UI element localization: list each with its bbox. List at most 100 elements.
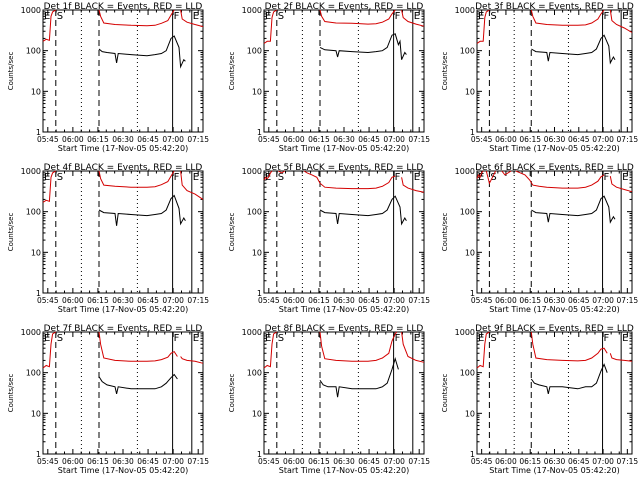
series-events-line (531, 34, 616, 65)
marker-label: F (604, 11, 610, 22)
y-tick-label: 10 (252, 248, 262, 257)
x-tick-label: 07:15 (617, 296, 639, 305)
series-lld-line (180, 356, 204, 364)
x-tick-label: 06:30 (333, 457, 355, 466)
series-events-line (98, 194, 186, 226)
x-tick-label: 06:15 (87, 457, 109, 466)
marker-label: F (174, 333, 180, 344)
panel-det-6: Det 6f BLACK = Events, RED = LLD 1 10 100 10… (441, 163, 638, 314)
marker-label: E (44, 11, 50, 22)
x-tick-label: 06:45 (568, 457, 590, 466)
x-tick-label: 06:00 (495, 296, 517, 305)
marker-label: F (174, 172, 180, 183)
y-tick-label: 1000 (455, 328, 475, 337)
y-tick-label: 1 (470, 289, 475, 298)
y-tick-label: 1 (470, 450, 475, 459)
y-tick-label: 100 (247, 369, 262, 378)
series-lld-line (530, 9, 605, 26)
marker-label: F (395, 172, 401, 183)
marker-label: E (478, 11, 484, 22)
y-tick-label: 1000 (21, 6, 41, 15)
x-tick-label: 06:30 (333, 296, 355, 305)
x-tick-label: 06:15 (87, 296, 109, 305)
series-lld-line (401, 177, 425, 193)
x-tick-label: 06:00 (283, 135, 305, 144)
y-tick-label: 1 (36, 450, 41, 459)
marker-label: S (490, 333, 496, 344)
series-lld-line (609, 9, 633, 33)
marker-label: E (414, 172, 420, 183)
x-tick-label: 06:45 (358, 135, 380, 144)
y-axis-label: Counts/sec (7, 52, 15, 91)
marker-label: E (622, 172, 628, 183)
marker-label: S (278, 11, 284, 22)
x-axis-label: Start Time (17-Nov-05 05:42:20) (489, 466, 619, 475)
x-axis-label: Start Time (17-Nov-05 05:42:20) (489, 144, 619, 153)
x-tick-label: 06:15 (308, 457, 330, 466)
marker-label: F (395, 11, 401, 22)
x-tick-label: 06:30 (112, 296, 134, 305)
x-tick-label: 07:00 (162, 296, 184, 305)
y-tick-label: 1 (36, 289, 41, 298)
y-tick-label: 10 (465, 248, 475, 257)
y-tick-label: 1 (36, 128, 41, 137)
x-tick-label: 07:15 (617, 135, 639, 144)
series-lld-line (278, 170, 286, 174)
series-lld-line (180, 170, 204, 200)
series-events-line (319, 356, 399, 398)
marker-label: S (278, 172, 284, 183)
series-lld-line (42, 331, 57, 369)
panel-title: Det 9f BLACK = Events, RED = LLD (475, 324, 634, 334)
series-lld-line (401, 9, 425, 27)
series-lld-line (609, 353, 633, 362)
series-lld-line (515, 170, 605, 189)
marker-label: S (57, 333, 63, 344)
y-tick-label: 1 (470, 128, 475, 137)
panel-title: Det 8f BLACK = Events, RED = LLD (265, 324, 424, 334)
x-tick-label: 06:30 (112, 135, 134, 144)
y-tick-label: 1000 (21, 167, 41, 176)
plot-frame (476, 331, 633, 455)
y-tick-label: 1000 (455, 167, 475, 176)
x-tick-label: 06:00 (495, 135, 517, 144)
plot-frame (476, 170, 633, 294)
marker-label: S (490, 11, 496, 22)
x-tick-label: 05:45 (37, 296, 59, 305)
x-tick-label: 07:00 (162, 457, 184, 466)
y-tick-label: 100 (460, 369, 475, 378)
y-tick-label: 10 (252, 87, 262, 96)
x-tick-label: 05:45 (258, 457, 280, 466)
panel-det-2: Det 2f BLACK = Events, RED = LLD 1 10 100 10… (228, 2, 430, 153)
panel-det-3: Det 3f BLACK = Events, RED = LLD 1 10 100 10… (441, 2, 638, 153)
x-tick-label: 05:45 (258, 135, 280, 144)
panel-det-4: Det 4f BLACK = Events, RED = LLD 1 10 100 10… (7, 163, 209, 314)
series-events-line (98, 35, 186, 69)
panel-title: Det 2f BLACK = Events, RED = LLD (265, 2, 424, 12)
panel-title: Det 6f BLACK = Events, RED = LLD (475, 163, 634, 173)
x-tick-label: 07:00 (592, 457, 614, 466)
x-tick-label: 07:00 (383, 135, 405, 144)
marker-label: E (44, 172, 50, 183)
marker-label: E (44, 333, 50, 344)
series-lld-line (263, 170, 273, 181)
x-tick-label: 06:00 (62, 135, 84, 144)
y-axis-label: Counts/sec (7, 374, 15, 413)
y-tick-label: 10 (31, 248, 41, 257)
marker-label: S (57, 172, 63, 183)
marker-label: S (490, 172, 496, 183)
x-tick-label: 07:00 (162, 135, 184, 144)
x-tick-label: 06:45 (568, 135, 590, 144)
marker-label: E (265, 333, 271, 344)
x-tick-label: 06:30 (333, 135, 355, 144)
x-axis-label: Start Time (17-Nov-05 05:42:20) (58, 305, 188, 314)
plot-frame (476, 9, 633, 133)
x-tick-label: 06:15 (519, 457, 541, 466)
y-axis-label: Counts/sec (228, 52, 236, 91)
y-tick-label: 100 (247, 208, 262, 217)
x-tick-label: 06:00 (62, 457, 84, 466)
y-tick-label: 1 (257, 450, 262, 459)
x-tick-label: 06:30 (544, 296, 566, 305)
x-axis-label: Start Time (17-Nov-05 05:42:20) (279, 305, 409, 314)
x-tick-label: 07:15 (408, 457, 430, 466)
x-tick-label: 07:00 (592, 296, 614, 305)
